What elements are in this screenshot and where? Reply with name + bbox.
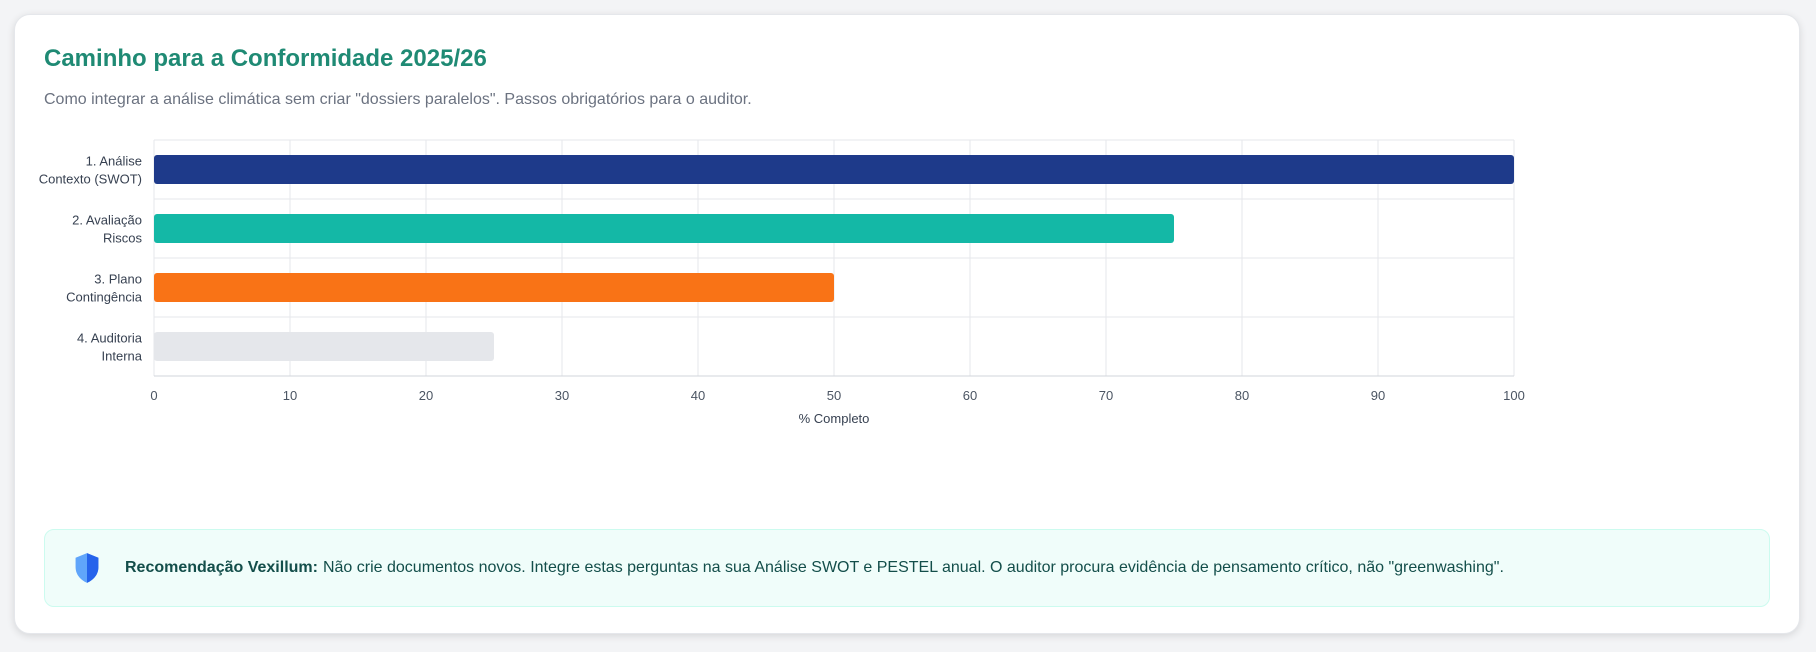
bar-1 (154, 155, 1514, 184)
category-label-4-line-2: Interna (102, 349, 143, 364)
bar-2 (154, 214, 1174, 243)
card-subtitle: Como integrar a análise climática sem cr… (44, 91, 752, 108)
x-tick-label-8: 80 (1235, 388, 1249, 403)
category-label-1-line-2: Contexto (SWOT) (39, 172, 142, 187)
card-title: Caminho para a Conformidade 2025/26 (44, 45, 487, 72)
x-tick-label-0: 0 (150, 388, 157, 403)
category-label-3-line-2: Contingência (66, 290, 143, 305)
x-tick-label-1: 10 (283, 388, 297, 403)
x-tick-label-2: 20 (419, 388, 433, 403)
x-tick-label-4: 40 (691, 388, 705, 403)
bar-3 (154, 273, 834, 302)
shield-icon (73, 552, 101, 584)
category-label-2-line-2: Riscos (103, 231, 143, 246)
x-axis-label: % Completo (799, 411, 870, 426)
compliance-card: Caminho para a Conformidade 2025/26 Como… (14, 14, 1800, 634)
x-tick-label-7: 70 (1099, 388, 1113, 403)
callout-text: Recomendação Vexillum: Não crie documento… (125, 559, 1504, 577)
x-tick-label-9: 90 (1371, 388, 1385, 403)
bar-4 (154, 332, 494, 361)
category-label-2-line-1: 2. Avaliação (72, 213, 142, 228)
x-tick-label-6: 60 (963, 388, 977, 403)
recommendation-callout: Recomendação Vexillum: Não crie documento… (44, 529, 1770, 607)
category-label-1-line-1: 1. Análise (86, 154, 142, 169)
progress-bar-chart: 1. Análise Contexto (SWOT) 2. Avaliação Ris… (39, 139, 1525, 426)
x-tick-label-10: 100 (1503, 388, 1525, 403)
x-tick-label-5: 50 (827, 388, 841, 403)
category-label-4-line-1: 4. Auditoria (77, 331, 143, 346)
category-label-3-line-1: 3. Plano (94, 272, 142, 287)
callout-message: Não crie documentos novos. Integre estas… (322, 559, 1504, 576)
x-tick-label-3: 30 (555, 388, 569, 403)
callout-label: Recomendação Vexillum: (125, 559, 318, 576)
